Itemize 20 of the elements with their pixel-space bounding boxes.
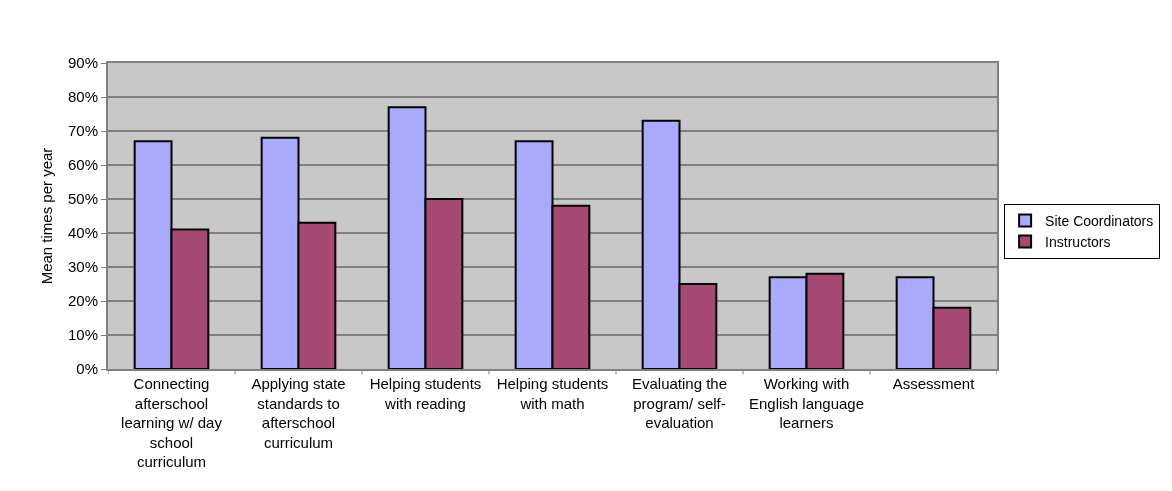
x-tick-label: Helping students with reading xyxy=(369,375,482,412)
legend-label: Site Coordinators xyxy=(1045,212,1154,229)
y-tick-label: 0% xyxy=(76,360,98,378)
x-tick-label: Working with English language learners xyxy=(748,375,865,431)
y-tick-label: 80% xyxy=(67,88,98,106)
y-axis-title: Mean times per year xyxy=(37,147,55,285)
x-tick-label: Applying state standards to afterschool curriculum xyxy=(251,375,346,451)
x-tick-label: Evaluating the program/ self-evaluation xyxy=(631,375,728,431)
x-tick-label: Connecting afterschool learning w/ day school curriculum xyxy=(121,375,223,470)
y-tick-label: 50% xyxy=(67,190,98,208)
y-tick-label: 40% xyxy=(67,224,98,242)
y-tick-label: 90% xyxy=(67,54,98,72)
y-tick-label: 70% xyxy=(67,122,98,140)
x-tick-label: Assessment xyxy=(892,375,976,392)
legend-label: Instructors xyxy=(1045,234,1111,251)
y-tick-label: 20% xyxy=(67,292,98,310)
x-tick-label: Helping students with math xyxy=(496,375,609,412)
y-tick-label: 10% xyxy=(67,326,98,344)
y-tick-label: 30% xyxy=(67,258,98,276)
y-tick-label: 60% xyxy=(67,156,98,174)
